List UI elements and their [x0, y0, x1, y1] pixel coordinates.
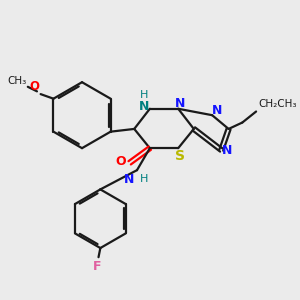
Text: F: F — [93, 260, 102, 273]
Text: CH₃: CH₃ — [8, 76, 27, 86]
Text: H: H — [140, 90, 148, 100]
Text: N: N — [139, 100, 149, 113]
Text: N: N — [222, 144, 232, 158]
Text: O: O — [116, 155, 126, 168]
Text: N: N — [212, 104, 222, 117]
Text: CH₂CH₃: CH₂CH₃ — [258, 99, 296, 109]
Text: O: O — [30, 80, 40, 93]
Text: S: S — [175, 149, 185, 164]
Text: N: N — [124, 173, 134, 186]
Text: H: H — [140, 174, 148, 184]
Text: N: N — [175, 97, 185, 110]
